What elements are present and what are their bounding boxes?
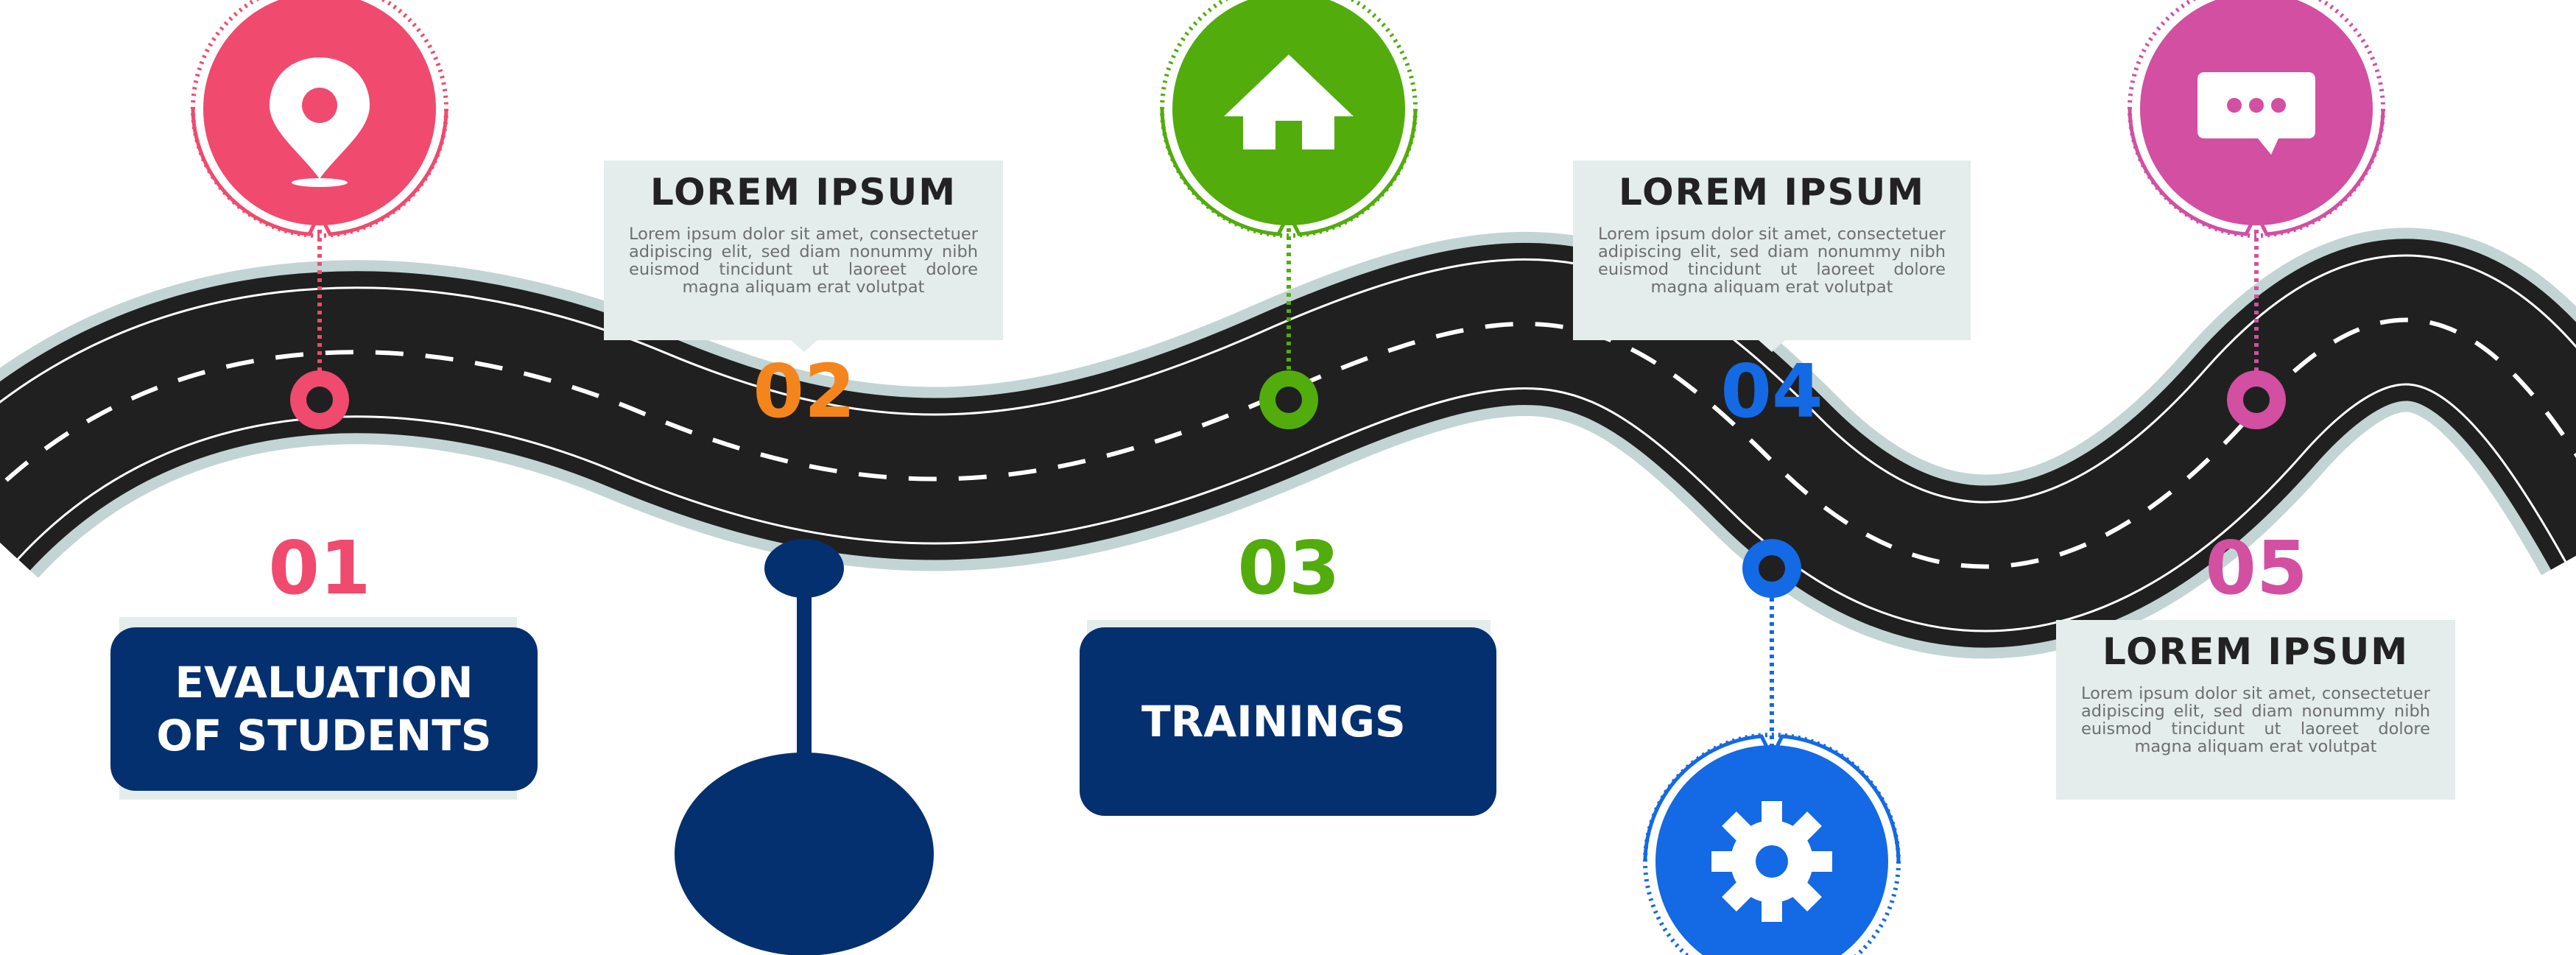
location-pin-icon	[270, 57, 370, 187]
chat-bubble-icon	[2197, 72, 2315, 155]
milestone-04-number: 04	[1720, 348, 1823, 434]
milestone-04-text: Lorem ipsum dolor sit amet, consectetuer…	[1598, 225, 1946, 297]
gear-icon	[1711, 801, 1832, 922]
box-02-pointer	[791, 340, 817, 352]
milestone-05-text: Lorem ipsum dolor sit amet, consectetuer…	[2081, 684, 2430, 756]
milestone-04-textbox: LOREM IPSUM Lorem ipsum dolor sit amet, …	[1573, 161, 1971, 340]
box-04-pointer	[1759, 340, 1785, 352]
milestone-03-label: TRAININGS	[1080, 627, 1496, 816]
milestone-02-text: Lorem ipsum dolor sit amet, consectetuer…	[629, 225, 978, 297]
milestone-01-label: EVALUATION OF STUDENTS	[110, 627, 538, 791]
milestone-05-title: LOREM IPSUM	[2102, 630, 2410, 673]
milestone-02-marker	[675, 539, 934, 955]
milestone-02-textbox: LOREM IPSUM Lorem ipsum dolor sit amet, …	[604, 161, 1003, 340]
milestone-02-title: LOREM IPSUM	[650, 171, 957, 214]
milestone-05-number: 05	[2205, 525, 2308, 611]
road-center-dashes	[0, 317, 2576, 569]
milestone-05-textbox: LOREM IPSUM Lorem ipsum dolor sit amet, …	[2056, 620, 2455, 800]
milestone-02-number: 02	[753, 348, 856, 434]
milestone-01-number: 01	[268, 525, 371, 611]
milestone-04-title: LOREM IPSUM	[1618, 171, 1926, 214]
home-icon	[1224, 54, 1354, 149]
milestone-03-number: 03	[1237, 525, 1340, 611]
